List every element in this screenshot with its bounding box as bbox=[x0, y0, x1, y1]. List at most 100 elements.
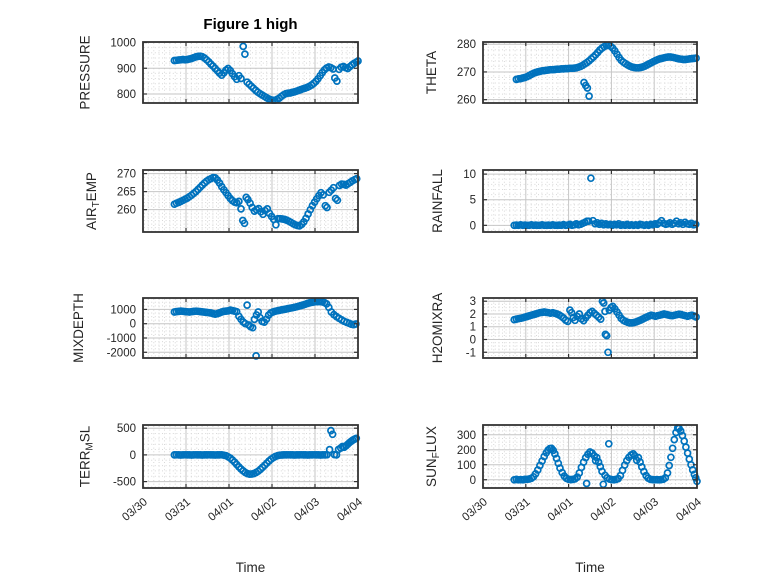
data-point bbox=[243, 301, 251, 309]
data-point bbox=[596, 315, 605, 323]
data-point bbox=[667, 453, 675, 462]
x-axis-label: Time bbox=[236, 560, 266, 575]
y-tick-label: 1000 bbox=[110, 38, 136, 50]
y-tick-label: -2000 bbox=[107, 347, 136, 359]
data-point bbox=[272, 220, 280, 229]
y-axis-label-pressure: PRESSURE bbox=[77, 35, 92, 109]
data-point bbox=[594, 458, 603, 466]
data-point bbox=[327, 426, 335, 435]
data-point bbox=[634, 453, 643, 462]
axes-frame bbox=[142, 169, 359, 233]
data-point bbox=[676, 427, 685, 435]
minor-grid bbox=[144, 426, 357, 488]
subplot-theta: 260 270 280 THETA bbox=[424, 39, 700, 107]
y-tick-label: 100 bbox=[457, 460, 476, 472]
y-tick-label: -500 bbox=[113, 477, 136, 489]
y-tick-label: 1 bbox=[470, 322, 476, 334]
axes-frame bbox=[482, 424, 698, 489]
tick-marks bbox=[142, 41, 359, 103]
y-tick-label: 260 bbox=[117, 205, 136, 217]
scatter-markers bbox=[510, 174, 700, 230]
y-tick-label: 10 bbox=[463, 169, 476, 181]
tick-marks bbox=[142, 425, 359, 488]
subplot-air-temp: 260 265 270 AIRTEMP bbox=[84, 169, 361, 233]
data-point bbox=[328, 430, 337, 439]
x-tick-label: 04/01 bbox=[206, 496, 236, 524]
data-point bbox=[235, 197, 243, 206]
data-point bbox=[248, 323, 257, 332]
y-axis-label-mixdepth: MIXDEPTH bbox=[71, 293, 86, 363]
y-tick-label: 0 bbox=[470, 220, 476, 232]
scatter-markers bbox=[512, 41, 700, 100]
data-point bbox=[323, 203, 331, 212]
data-point bbox=[563, 317, 572, 326]
tick-marks bbox=[142, 298, 359, 358]
data-point bbox=[602, 331, 611, 340]
y-tick-label: 300 bbox=[457, 430, 476, 442]
data-point bbox=[668, 444, 677, 453]
x-tick-label: 03/31 bbox=[503, 496, 533, 524]
data-point bbox=[584, 217, 593, 226]
data-point bbox=[582, 479, 591, 488]
y-tick-label: 0 bbox=[130, 319, 136, 331]
x-tick-label: 03/31 bbox=[163, 496, 193, 524]
y-axis-label-air-temp: AIRTEMP bbox=[84, 172, 102, 230]
y-tick-label: 270 bbox=[457, 67, 476, 79]
scatter-markers bbox=[170, 42, 362, 105]
x-tick-label: 03/30 bbox=[460, 496, 490, 524]
y-tick-label: 3 bbox=[470, 296, 476, 308]
tick-marks bbox=[482, 425, 698, 488]
data-point bbox=[601, 307, 609, 316]
major-grid bbox=[484, 299, 696, 357]
y-tick-label: 260 bbox=[457, 95, 476, 107]
x-tick-label: 04/01 bbox=[546, 496, 576, 524]
data-point bbox=[604, 348, 612, 357]
minor-grid bbox=[484, 299, 696, 357]
data-point bbox=[333, 77, 341, 85]
y-tick-label: 265 bbox=[117, 187, 136, 199]
axes-frame bbox=[142, 424, 359, 489]
scatter-markers bbox=[510, 424, 701, 489]
data-point bbox=[240, 219, 249, 228]
y-axis-label-h2omixra: H2OMIXRA bbox=[430, 293, 445, 364]
tick-marks bbox=[482, 170, 698, 232]
scatter-markers bbox=[170, 426, 361, 478]
data-point bbox=[601, 330, 610, 339]
scatter-markers bbox=[170, 297, 360, 360]
y-tick-label: 1000 bbox=[110, 304, 136, 316]
data-point bbox=[688, 466, 697, 474]
x-tick-label: 04/03 bbox=[292, 496, 322, 524]
scatter-markers bbox=[510, 297, 700, 357]
x-tick-label: 04/02 bbox=[589, 496, 619, 524]
y-tick-label: 200 bbox=[457, 445, 476, 457]
y-tick-label: -1000 bbox=[107, 333, 136, 345]
data-point bbox=[663, 469, 672, 477]
data-point bbox=[333, 196, 342, 205]
y-tick-label: 2 bbox=[470, 309, 476, 321]
x-tick-label: 04/02 bbox=[249, 496, 279, 524]
scatter-markers bbox=[170, 173, 361, 230]
y-tick-label: 270 bbox=[117, 169, 136, 181]
axes-frame bbox=[142, 41, 359, 104]
tick-marks bbox=[142, 170, 359, 232]
data-point bbox=[352, 434, 361, 443]
axes-frame bbox=[482, 169, 698, 233]
data-point bbox=[237, 205, 245, 213]
y-tick-label: 900 bbox=[117, 63, 136, 75]
data-point bbox=[583, 84, 592, 92]
subplot-mixdepth: -2000 -1000 0 1000 MIXDEPTH bbox=[71, 293, 360, 363]
data-point bbox=[331, 194, 340, 203]
data-point bbox=[325, 445, 334, 454]
y-tick-label: 0 bbox=[470, 334, 476, 346]
data-point bbox=[670, 435, 679, 444]
data-point bbox=[665, 461, 674, 470]
subplot-pressure: 800 900 1000 PRESSURE Figure 1 high bbox=[77, 16, 362, 110]
axes-frame bbox=[142, 297, 359, 359]
data-point bbox=[241, 50, 249, 58]
y-tick-label: 800 bbox=[117, 89, 136, 101]
y-axis-label-sun-flux: SUNFLUX bbox=[424, 426, 442, 487]
y-tick-label: 500 bbox=[117, 423, 136, 435]
data-point bbox=[239, 42, 248, 51]
figure-title: Figure 1 high bbox=[203, 16, 297, 33]
